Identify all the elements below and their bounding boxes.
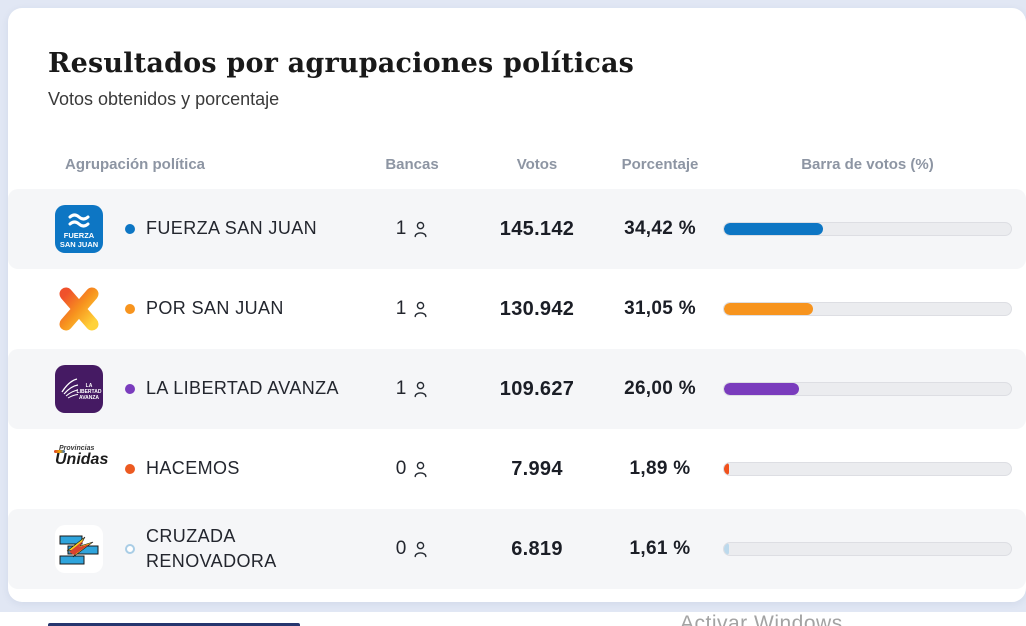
party-name: POR SAN JUAN <box>146 298 284 319</box>
results-table: FUERZA SAN JUAN FUERZA SAN JUAN 1 145.14… <box>8 189 1026 589</box>
person-icon <box>414 381 427 397</box>
table-row[interactable]: FUERZA SAN JUAN FUERZA SAN JUAN 1 145.14… <box>8 189 1026 269</box>
percentage-value: 34,42 % <box>624 218 696 239</box>
votes-value: 6.819 <box>511 537 563 560</box>
vote-bar-fill <box>724 543 729 555</box>
table-row[interactable]: LA LIBERTAD AVANZA LA LIBERTAD AVANZA 1 … <box>8 349 1026 429</box>
party-bullet <box>125 304 135 314</box>
vote-bar-track <box>723 462 1012 476</box>
activate-windows-watermark: Activar Windows <box>680 612 843 626</box>
vote-bar-track <box>723 542 1012 556</box>
svg-text:AVANZA: AVANZA <box>79 395 99 401</box>
la-libertad-avanza-logo: LA LIBERTAD AVANZA <box>55 365 103 413</box>
svg-text:SAN JUAN: SAN JUAN <box>60 240 98 249</box>
person-icon <box>414 541 427 557</box>
table-row[interactable]: Provincias Unidas HACEMOS 0 7.994 1,89 % <box>8 429 1026 509</box>
header-seats: Bancas <box>385 156 439 173</box>
svg-text:LIBERTAD: LIBERTAD <box>77 389 102 395</box>
percentage-value: 1,89 % <box>629 458 691 479</box>
party-bullet <box>125 464 135 474</box>
vote-bar-track <box>723 302 1012 316</box>
page-title: Resultados por agrupaciones políticas <box>48 48 635 79</box>
party-name: HACEMOS <box>146 458 240 479</box>
footer-sliver <box>48 623 300 626</box>
person-icon <box>414 221 427 237</box>
cruzada-renovadora-logo <box>55 525 103 573</box>
party-bullet <box>125 224 135 234</box>
vote-bar-fill <box>724 223 823 235</box>
votes-value: 130.942 <box>499 297 575 320</box>
vote-bar-fill <box>724 383 799 395</box>
seats-cell: 0 <box>353 538 471 560</box>
results-card: Resultados por agrupaciones políticas Vo… <box>8 8 1026 602</box>
seats-cell: 1 <box>353 298 471 320</box>
table-row[interactable]: POR SAN JUAN 1 130.942 31,05 % <box>8 269 1026 349</box>
header-party: Agrupación política <box>65 156 206 173</box>
table-header: Agrupación política Bancas Votos Porcent… <box>8 156 1026 173</box>
vote-bar-fill <box>724 463 730 475</box>
party-bullet <box>125 544 135 554</box>
seats-count: 0 <box>395 458 407 479</box>
table-row[interactable]: CRUZADA RENOVADORA 0 6.819 1,61 % <box>8 509 1026 589</box>
seats-count: 1 <box>395 378 407 399</box>
page-lower-band <box>0 612 1026 626</box>
person-icon <box>414 461 427 477</box>
party-bullet <box>125 384 135 394</box>
seats-count: 1 <box>395 218 407 239</box>
party-name: FUERZA SAN JUAN <box>146 218 318 239</box>
header-percentage: Porcentaje <box>621 156 699 173</box>
svg-text:LA: LA <box>86 383 93 389</box>
seats-count: 0 <box>395 538 407 559</box>
page-subtitle: Votos obtenidos y porcentaje <box>48 89 280 109</box>
party-name: LA LIBERTAD AVANZA <box>146 378 339 399</box>
svg-text:FUERZA: FUERZA <box>64 231 95 240</box>
votes-value: 7.994 <box>511 457 563 480</box>
person-icon <box>414 301 427 317</box>
seats-cell: 0 <box>353 458 471 480</box>
vote-bar-track <box>723 382 1012 396</box>
por-san-juan-logo <box>55 285 103 333</box>
percentage-value: 31,05 % <box>624 298 696 319</box>
party-name: CRUZADA RENOVADORA <box>146 525 277 571</box>
vote-bar-track <box>723 222 1012 236</box>
vote-bar-fill <box>724 303 814 315</box>
seats-count: 1 <box>395 298 407 319</box>
seats-cell: 1 <box>353 218 471 240</box>
fuerza-san-juan-logo: FUERZA SAN JUAN <box>55 205 103 253</box>
seats-cell: 1 <box>353 378 471 400</box>
header-votes: Votos <box>516 156 558 173</box>
provincias-unidas-logo: Provincias Unidas <box>54 445 109 468</box>
percentage-value: 1,61 % <box>629 538 691 559</box>
votes-value: 145.142 <box>499 217 575 240</box>
header-vote-bar: Barra de votos (%) <box>801 156 934 173</box>
votes-value: 109.627 <box>499 377 575 400</box>
percentage-value: 26,00 % <box>624 378 696 399</box>
